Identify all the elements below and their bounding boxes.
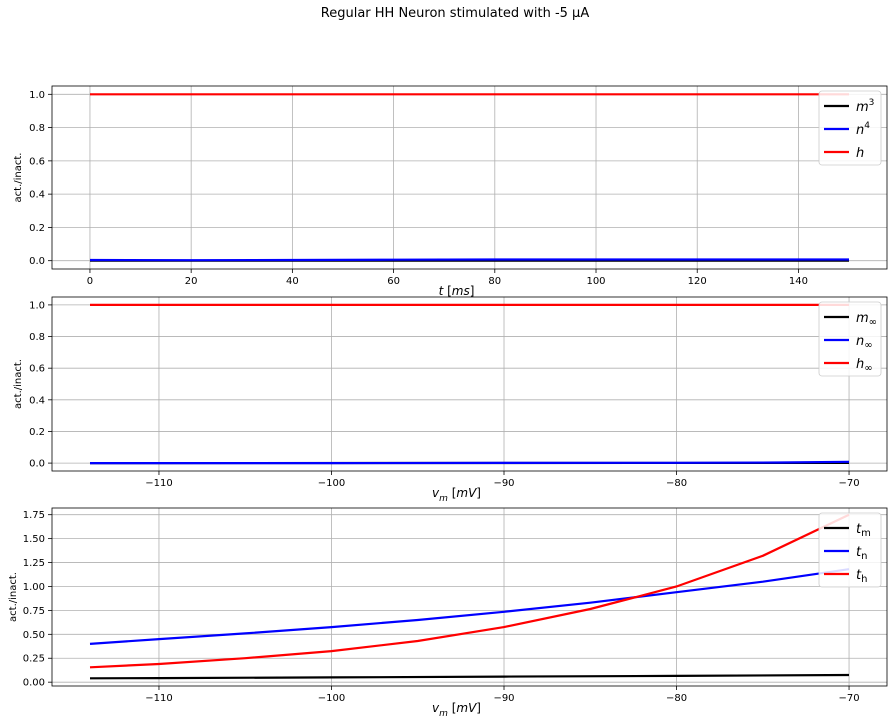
legend-label-1: m3: [856, 98, 874, 115]
x-tick-label: 20: [185, 276, 198, 287]
legend: m3 n4 h: [818, 90, 882, 166]
figure-title: Regular HH Neuron stimulated with -5 µA: [321, 6, 590, 21]
y-tick-label: 0.6: [29, 156, 45, 167]
series-line-2: [89, 568, 850, 645]
y-axis-label: act./inact.: [13, 359, 24, 409]
x-tick-label: −100: [318, 693, 345, 704]
legend-label-1: m∞: [856, 311, 877, 328]
y-tick-label: 0.0: [29, 459, 45, 470]
y-tick-label: 0.2: [29, 427, 45, 438]
y-tick-label: 1.25: [23, 558, 45, 569]
y-tick-label: 0.0: [29, 256, 45, 267]
series-line-2: [90, 460, 850, 465]
y-tick-label: 0.2: [29, 223, 45, 234]
y-tick-label: 0.25: [23, 654, 45, 665]
legend: tm tn th: [818, 512, 882, 588]
legend-label-2: tn: [856, 545, 867, 562]
x-tick-label: −110: [145, 478, 172, 489]
x-tick-label: 140: [789, 276, 808, 287]
legend-label-2: n∞: [856, 334, 873, 351]
y-tick-label: 1.75: [23, 510, 45, 521]
x-axis-label: vm [mV]: [432, 486, 481, 504]
legend-label-3: h∞: [856, 357, 873, 374]
chart-panel-1: 0 20 40 60 80 100 120 140 0.0 0.2 0.4 0.6 0.8 1.0 t [m…: [13, 85, 888, 298]
x-tick-label: 0: [87, 276, 93, 287]
chart-panel-3: −110 −100 −90 −80 −70 0.00 0.25 0.50 0.75 1.00 1.2…: [8, 507, 888, 719]
axes-frame: [51, 85, 888, 270]
x-axis-label: vm [mV]: [432, 701, 481, 719]
y-tick-label: 0.8: [29, 123, 45, 134]
y-tick-label: 0.6: [29, 364, 45, 375]
x-tick-label: 40: [286, 276, 299, 287]
y-axis-label: act./inact.: [13, 153, 24, 203]
y-tick-label: 1.0: [29, 90, 45, 101]
x-tick-label: −80: [666, 693, 687, 704]
y-tick-label: 1.00: [23, 582, 45, 593]
axes-frame: [51, 296, 888, 472]
y-tick-label: 1.0: [29, 300, 45, 311]
y-tick-label: 0.8: [29, 332, 45, 343]
x-tick-label: −110: [145, 693, 172, 704]
legend-label-3: th: [856, 568, 867, 585]
y-tick-label: 0.50: [23, 630, 45, 641]
legend-label-2: n4: [856, 121, 870, 138]
x-tick-label: −70: [838, 693, 859, 704]
legend: m∞ n∞ h∞: [818, 301, 882, 377]
x-tick-label: −100: [318, 478, 345, 489]
y-tick-label: 1.50: [23, 534, 45, 545]
x-tick-label: −80: [666, 478, 687, 489]
x-tick-label: 80: [488, 276, 501, 287]
y-tick-label: 0.4: [29, 190, 45, 201]
legend-box: [818, 301, 882, 377]
chart-panels: 0 20 40 60 80 100 120 140 0.0 0.2 0.4 0.6 0.8 1.0 t [m…: [8, 85, 888, 719]
legend-box: [818, 512, 882, 588]
series-line-3: [89, 513, 850, 669]
y-tick-label: 0.75: [23, 606, 45, 617]
x-tick-label: −70: [838, 478, 859, 489]
legend-label-3: h: [856, 146, 864, 161]
x-tick-label: 60: [387, 276, 400, 287]
axes-frame: [51, 507, 888, 687]
y-tick-label: 0.4: [29, 395, 45, 406]
x-axis-label: t [ms]: [439, 284, 475, 298]
legend-label-1: tm: [856, 522, 871, 539]
x-tick-label: 100: [586, 276, 605, 287]
series-line-2: [89, 258, 849, 262]
x-tick-label: 120: [688, 276, 707, 287]
y-axis-label: act./inact.: [8, 572, 19, 622]
legend-box: [818, 90, 882, 166]
x-tick-label: −90: [493, 693, 514, 704]
series-line-1: [89, 673, 850, 680]
y-tick-label: 0.00: [23, 678, 45, 689]
x-tick-label: −90: [493, 478, 514, 489]
chart-panel-2: −110 −100 −90 −80 −70 0.0 0.2 0.4 0.6 0.8 1.0 vm [m…: [13, 296, 888, 504]
